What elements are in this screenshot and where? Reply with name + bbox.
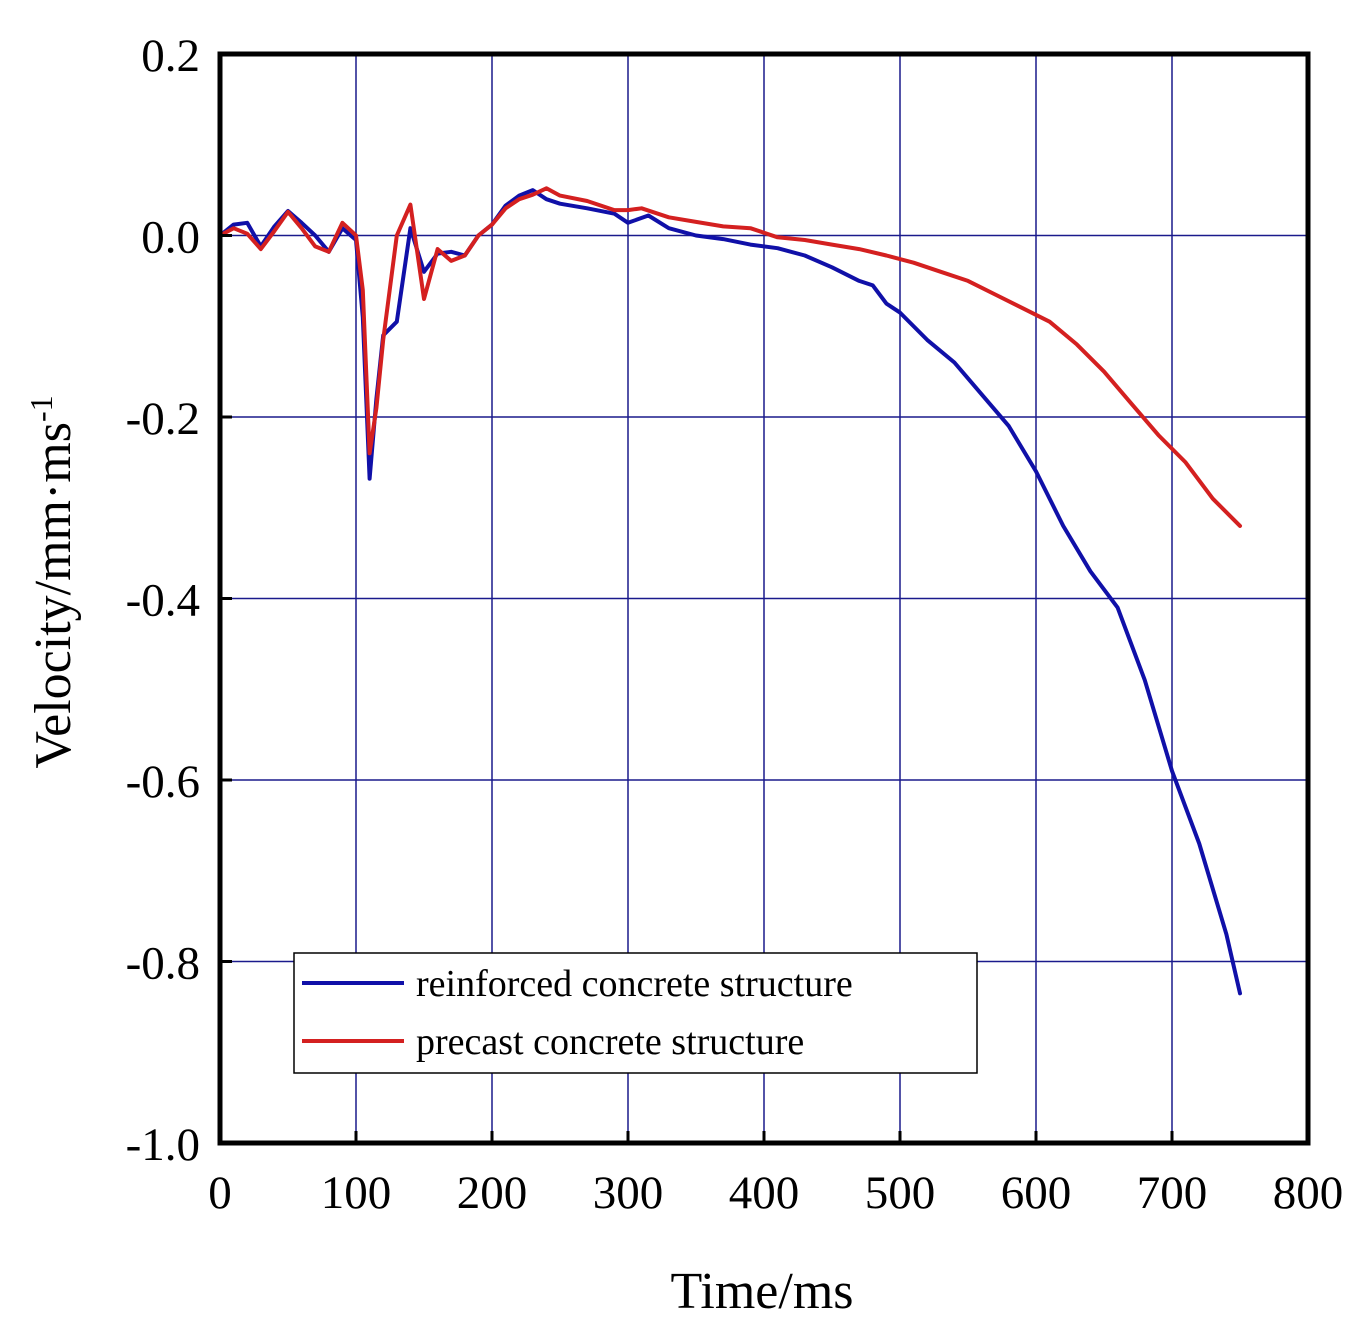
x-axis-title: Time/ms <box>670 1263 853 1320</box>
x-tick-label: 100 <box>321 1167 392 1219</box>
y-axis-title: Velocity/mm·ms-1 <box>23 395 82 768</box>
y-tick-label: -0.6 <box>126 756 200 808</box>
axis-ticks <box>218 52 1310 1145</box>
x-tick-labels: 0 100 200 300 400 500 600 700 800 <box>208 1167 1343 1219</box>
legend-label-reinforced: reinforced concrete structure <box>416 963 853 1005</box>
x-tick-label: 500 <box>865 1167 936 1219</box>
x-tick-label: 600 <box>1001 1167 1072 1219</box>
x-tick-label: 300 <box>593 1167 664 1219</box>
y-tick-label: -0.4 <box>126 575 200 627</box>
y-tick-label: -0.8 <box>126 938 200 990</box>
y-tick-labels: 0.2 0.0 -0.2 -0.4 -0.6 -0.8 -1.0 <box>126 30 200 1171</box>
y-axis-title-superscript: -1 <box>23 395 59 422</box>
series-layer <box>218 186 1242 996</box>
y-axis-title-main: Velocity/mm·ms <box>25 422 82 769</box>
legend-box <box>293 952 978 1074</box>
x-tick-label: 200 <box>457 1167 528 1219</box>
y-tick-label: -0.2 <box>126 393 200 445</box>
x-tick-label: 800 <box>1273 1167 1344 1219</box>
series-line-precast <box>218 186 1242 528</box>
x-tick-label: 700 <box>1137 1167 1208 1219</box>
x-tick-label: 400 <box>729 1167 800 1219</box>
series-line-reinforced <box>218 188 1242 996</box>
legend: reinforced concrete structure precast co… <box>293 952 978 1074</box>
y-tick-label: 0.0 <box>141 212 200 264</box>
legend-label-precast: precast concrete structure <box>416 1021 804 1063</box>
y-tick-label: -1.0 <box>126 1119 200 1171</box>
y-tick-label: 0.2 <box>141 30 200 82</box>
x-tick-label: 0 <box>208 1167 232 1219</box>
